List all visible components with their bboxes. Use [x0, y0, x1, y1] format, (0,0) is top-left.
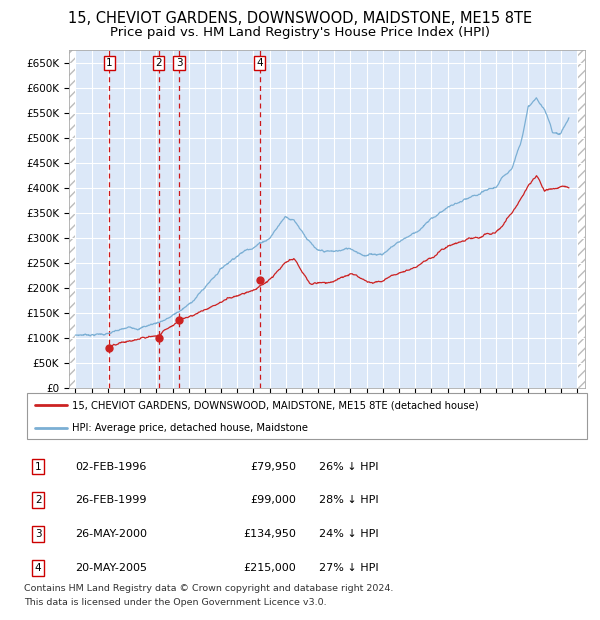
Text: Price paid vs. HM Land Registry's House Price Index (HPI): Price paid vs. HM Land Registry's House …: [110, 27, 490, 39]
Bar: [69, 50, 76, 388]
Text: 26% ↓ HPI: 26% ↓ HPI: [319, 461, 379, 471]
Text: 28% ↓ HPI: 28% ↓ HPI: [319, 495, 379, 505]
Text: £215,000: £215,000: [244, 563, 296, 573]
Text: 20-MAY-2005: 20-MAY-2005: [75, 563, 147, 573]
Text: 1: 1: [106, 58, 112, 68]
Text: 2: 2: [35, 495, 41, 505]
Text: Contains HM Land Registry data © Crown copyright and database right 2024.: Contains HM Land Registry data © Crown c…: [24, 584, 394, 593]
Text: HPI: Average price, detached house, Maidstone: HPI: Average price, detached house, Maid…: [72, 423, 308, 433]
Text: 1: 1: [35, 461, 41, 471]
Text: 02-FEB-1996: 02-FEB-1996: [75, 461, 146, 471]
Text: 26-FEB-1999: 26-FEB-1999: [75, 495, 146, 505]
Text: 3: 3: [176, 58, 182, 68]
Bar: [577, 50, 585, 388]
Text: 2: 2: [155, 58, 162, 68]
Text: 4: 4: [35, 563, 41, 573]
FancyBboxPatch shape: [27, 393, 587, 439]
Text: 24% ↓ HPI: 24% ↓ HPI: [319, 529, 379, 539]
Text: 15, CHEVIOT GARDENS, DOWNSWOOD, MAIDSTONE, ME15 8TE: 15, CHEVIOT GARDENS, DOWNSWOOD, MAIDSTON…: [68, 11, 532, 26]
Text: £79,950: £79,950: [250, 461, 296, 471]
Text: £134,950: £134,950: [243, 529, 296, 539]
Text: 27% ↓ HPI: 27% ↓ HPI: [319, 563, 379, 573]
Text: 26-MAY-2000: 26-MAY-2000: [75, 529, 147, 539]
Text: 15, CHEVIOT GARDENS, DOWNSWOOD, MAIDSTONE, ME15 8TE (detached house): 15, CHEVIOT GARDENS, DOWNSWOOD, MAIDSTON…: [72, 401, 479, 410]
Text: 3: 3: [35, 529, 41, 539]
Text: 4: 4: [256, 58, 263, 68]
Text: This data is licensed under the Open Government Licence v3.0.: This data is licensed under the Open Gov…: [24, 598, 326, 607]
Text: £99,000: £99,000: [250, 495, 296, 505]
